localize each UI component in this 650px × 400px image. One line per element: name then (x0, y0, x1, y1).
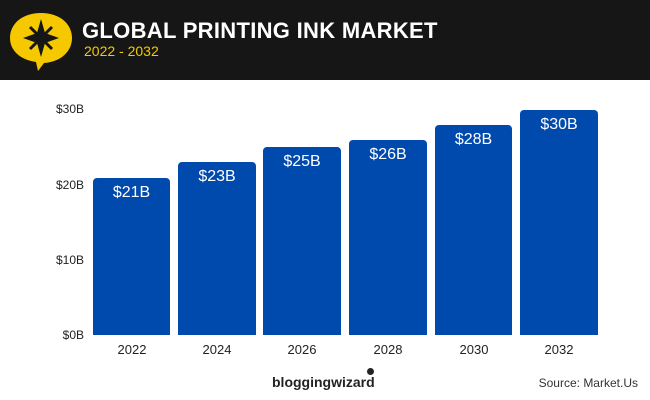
bar-2026: $25B (263, 147, 341, 335)
x-tick: 2030 (459, 342, 489, 357)
brand-logo: bloggingwizard (272, 374, 375, 390)
bar-value-label: $25B (283, 153, 321, 170)
y-tick: $20B (55, 178, 84, 192)
x-tick: 2024 (202, 342, 232, 357)
header: GLOBAL PRINTING INK MARKET 2022 - 2032 (0, 0, 650, 80)
x-tick: 2026 (287, 342, 317, 357)
y-tick: $30B (55, 102, 84, 116)
bar-2032: $30B (520, 110, 598, 335)
bar-2028: $26B (349, 140, 427, 335)
brand-star-icon (367, 368, 374, 375)
chart-title: GLOBAL PRINTING INK MARKET (82, 18, 438, 43)
bar-value-label: $23B (198, 168, 236, 185)
bar-2030: $28B (435, 125, 512, 335)
x-tick: 2032 (544, 342, 574, 357)
bar-value-label: $26B (369, 146, 407, 163)
bar-value-label: $30B (540, 116, 578, 133)
chart-subtitle: 2022 - 2032 (84, 43, 159, 59)
y-tick: $10B (55, 253, 84, 267)
source-note: Source: Market.Us (538, 376, 638, 390)
star-speech-bubble-icon (10, 13, 72, 71)
bar-value-label: $28B (454, 131, 493, 148)
x-tick: 2022 (117, 342, 147, 357)
bar-2022: $21B (93, 178, 170, 335)
x-tick: 2028 (373, 342, 403, 357)
bar-value-label: $21B (112, 184, 151, 201)
bar-2024: $23B (178, 162, 256, 335)
y-tick: $0B (62, 328, 84, 342)
